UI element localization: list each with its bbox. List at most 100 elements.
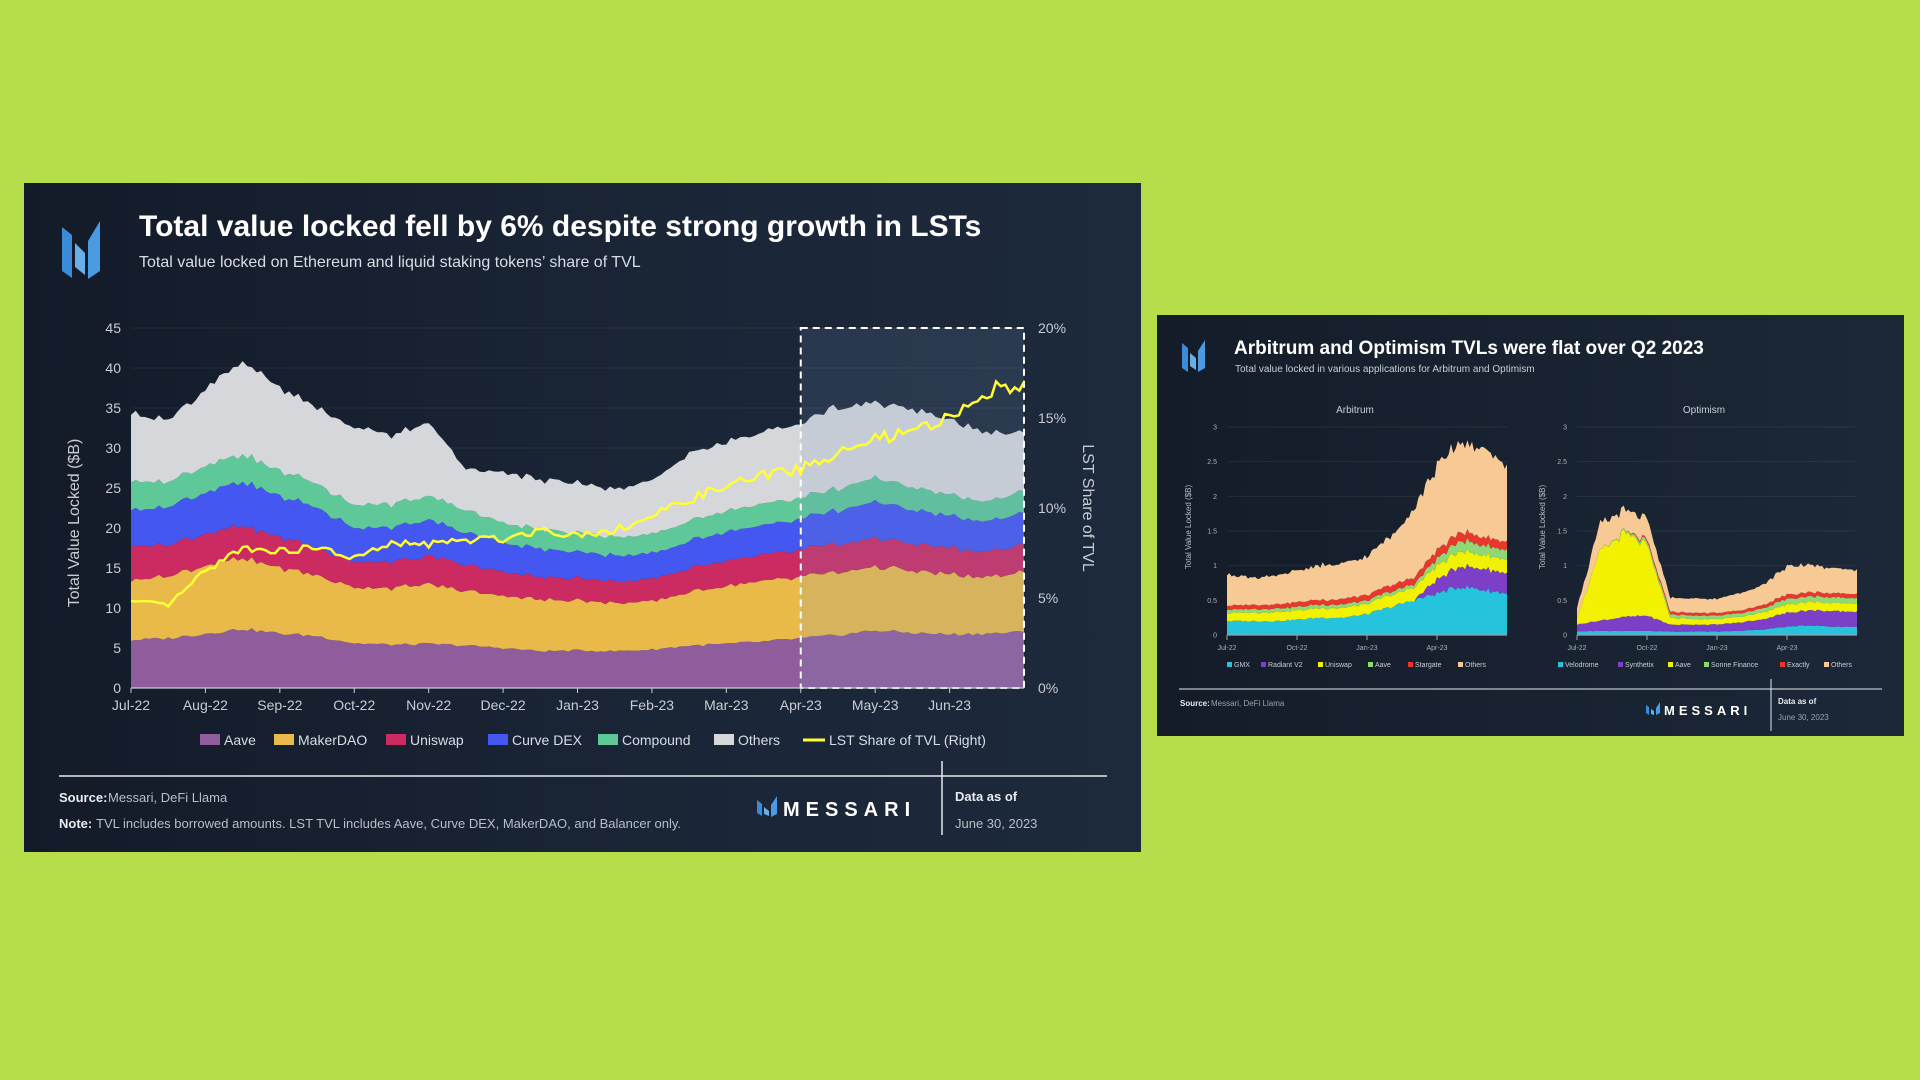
- note-text: TVL includes borrowed amounts. LST TVL i…: [96, 816, 681, 831]
- y-axis-right-label: LST Share of TVL: [1079, 444, 1096, 572]
- arbitrum-aave-area: [1227, 537, 1507, 614]
- x-tick-label: Jan-23: [1356, 645, 1378, 652]
- y-tick-label: 25: [105, 480, 121, 496]
- legend-swatch-gmx: [1227, 662, 1232, 667]
- y-tick-label: 0.5: [1557, 598, 1567, 605]
- arbitrum-others-area: [1227, 440, 1507, 606]
- arbitrum-subchart: 0 0.5 1 1.5 2 2.5 3 Jul-22 Oct-22 Jan-23 Apr-23 GMX…: [1207, 424, 1507, 669]
- messari-brand: MESSARI: [1664, 703, 1751, 718]
- arbitrum-chart-title: Arbitrum: [1336, 405, 1374, 416]
- lst-share-line: [130, 379, 1026, 609]
- y-tick-label: 1: [1213, 563, 1217, 570]
- optimism-velodrome-area: [1577, 625, 1857, 635]
- optimism-exactly-area: [1577, 527, 1857, 619]
- y-tick-label: 0: [1563, 632, 1567, 639]
- compound-area: [131, 454, 1024, 558]
- legend-label-others: Others: [1465, 662, 1487, 669]
- legend-swatch-uniswap: [1318, 662, 1323, 667]
- y-tick-label: 2: [1563, 494, 1567, 501]
- legend-label-curve-dex: Curve DEX: [512, 732, 583, 748]
- legend-label-compound: Compound: [622, 732, 691, 748]
- y-tick-label: 15: [105, 560, 121, 576]
- page-subtitle: Total value locked on Ethereum and liqui…: [139, 254, 641, 271]
- y-tick-label: 45: [105, 320, 121, 336]
- arbitrum-optimism-chart: Arbitrum and Optimism TVLs were flat ove…: [1179, 338, 1882, 731]
- y-axis-label: Total Value Locked ($B): [66, 439, 83, 608]
- legend-swatch-synthetix: [1618, 662, 1623, 667]
- y-right-tick-label: 20%: [1038, 320, 1066, 336]
- legend-label-lst-share-of-tvl-right: LST Share of TVL (Right): [829, 732, 986, 748]
- y-right-tick-label: 0%: [1038, 680, 1058, 696]
- legend-swatch-velodrome: [1558, 662, 1563, 667]
- x-tick-label: Jul-22: [1217, 645, 1236, 652]
- y-right-tick-label: 15%: [1038, 410, 1066, 426]
- y-right-tick-label: 5%: [1038, 590, 1058, 606]
- data-as-of-label: Data as of: [955, 789, 1018, 804]
- x-tick-label: Nov-22: [406, 697, 451, 713]
- y-tick-label: 1: [1563, 563, 1567, 570]
- legend-label-sonne-finance: Sonne Finance: [1711, 662, 1758, 669]
- legend-swatch-stargate: [1408, 662, 1413, 667]
- source-label: Source:: [1180, 699, 1210, 708]
- page-subtitle: Total value locked in various applicatio…: [1235, 364, 1535, 375]
- y-right-tick-label: 10%: [1038, 500, 1066, 516]
- legend-label-aave: Aave: [224, 732, 256, 748]
- legend-label-others: Others: [1831, 662, 1853, 669]
- legend-swatch-others: [714, 734, 734, 745]
- optimism-others-area: [1577, 505, 1857, 619]
- x-tick-label: Dec-22: [481, 697, 526, 713]
- x-tick-label: Jan-23: [1706, 645, 1728, 652]
- legend-swatch-aave: [1368, 662, 1373, 667]
- y-tick-label: 0: [113, 680, 121, 696]
- x-tick-label: Oct-22: [333, 697, 375, 713]
- optimism-aave-area: [1577, 529, 1857, 626]
- legend-label-synthetix: Synthetix: [1625, 662, 1654, 669]
- x-tick-label: Jul-22: [112, 697, 150, 713]
- y-tick-label: 0.5: [1207, 598, 1217, 605]
- messari-brand: MESSARI: [783, 799, 916, 821]
- optimism-subchart: 0 0.5 1 1.5 2 2.5 3 Jul-22 Oct-22 Jan-23 Apr-23 Vel…: [1557, 424, 1857, 669]
- y-tick-label: 2.5: [1557, 459, 1567, 466]
- optimism-chart-title: Optimism: [1683, 405, 1725, 416]
- x-tick-label: Feb-23: [630, 697, 675, 713]
- legend: Aave MakerDAO Uniswap Curve DEX Compound Othe…: [200, 732, 986, 748]
- x-tick-label: Sep-22: [257, 697, 302, 713]
- legend-swatch-aave: [1668, 662, 1673, 667]
- y-tick-label: 40: [105, 360, 121, 376]
- y-tick-label: 30: [105, 440, 121, 456]
- x-tick-label: Oct-22: [1286, 645, 1307, 652]
- lst-share-line-group: [130, 379, 1026, 609]
- legend-label-makerdao: MakerDAO: [298, 732, 367, 748]
- legend-swatch-radiant-v2: [1261, 662, 1266, 667]
- legend-swatch-makerdao: [274, 734, 294, 745]
- legend-swatch-exactly: [1780, 662, 1785, 667]
- source-label: Source:: [59, 790, 107, 805]
- legend-swatch-others: [1458, 662, 1463, 667]
- y-tick-label: 1.5: [1207, 528, 1217, 535]
- legend-label-uniswap: Uniswap: [1325, 662, 1352, 669]
- y-tick-label: 3: [1213, 424, 1217, 431]
- arbitrum-gmx-area: [1227, 585, 1507, 635]
- legend-label-gmx: GMX: [1234, 662, 1250, 669]
- x-tick-label: Jul-22: [1567, 645, 1586, 652]
- legend-swatch-curve-dex: [488, 734, 508, 745]
- y-tick-label: 2: [1213, 494, 1217, 501]
- legend-swatch-compound: [598, 734, 618, 745]
- y-tick-label: 0: [1213, 632, 1217, 639]
- data-as-of-label: Data as of: [1778, 697, 1817, 706]
- legend-label-uniswap: Uniswap: [410, 732, 464, 748]
- legend-label-aave: Aave: [1375, 662, 1391, 669]
- x-tick-label: Jan-23: [556, 697, 599, 713]
- legend-swatch-aave: [200, 734, 220, 745]
- x-tick-label: Mar-23: [704, 697, 749, 713]
- messari-m-icon: [757, 796, 777, 817]
- messari-m-icon: [62, 221, 100, 279]
- legend-swatch-uniswap: [386, 734, 406, 745]
- arbitrum-y-axis-label: Total Value Locked ($B): [1184, 484, 1193, 569]
- legend-label-others: Others: [738, 732, 780, 748]
- uniswap-area: [131, 524, 1024, 605]
- highlight-box: [799, 327, 1025, 689]
- y-tick-label: 10: [105, 600, 121, 616]
- optimism-y-axis-label: Total Value Locked ($B): [1538, 484, 1547, 569]
- tvl-ethereum-panel: Total value locked fell by 6% despite st…: [24, 183, 1141, 852]
